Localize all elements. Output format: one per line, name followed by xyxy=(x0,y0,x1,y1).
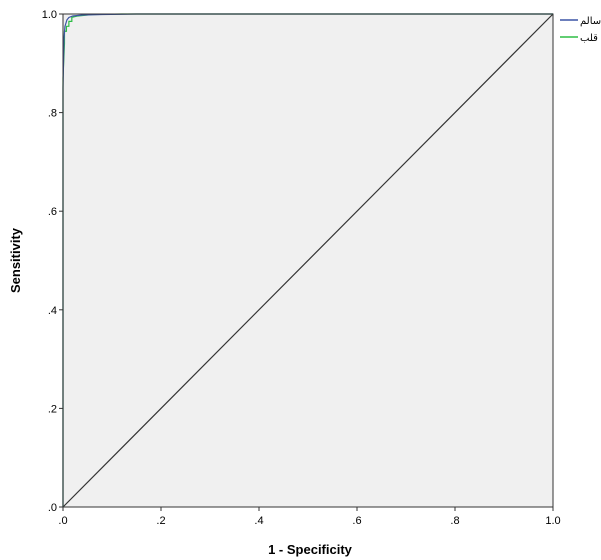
y-tick-label: .6 xyxy=(48,206,57,218)
y-tick-label: .4 xyxy=(48,305,57,317)
plot-frame xyxy=(62,13,554,508)
legend-label-healthy: سالم xyxy=(580,16,601,27)
x-tick-label: .8 xyxy=(450,515,459,527)
y-axis: .0 .2 .4 .6 .8 1.0 xyxy=(42,9,63,514)
x-tick-label: .2 xyxy=(156,515,165,527)
reference-diagonal xyxy=(62,13,554,508)
legend-label-heart: قلب xyxy=(580,33,598,44)
x-tick-label: .4 xyxy=(254,515,263,527)
y-tick-label: .8 xyxy=(48,108,57,120)
x-axis: .0 .2 .4 .6 .8 1.0 xyxy=(58,507,561,527)
y-tick-label: .0 xyxy=(48,502,57,514)
y-axis-title: Sensitivity xyxy=(8,227,23,293)
x-tick-label: .6 xyxy=(352,515,361,527)
x-tick-label: 1.0 xyxy=(545,515,560,527)
legend: سالم قلب xyxy=(560,16,601,44)
y-tick-label: 1.0 xyxy=(42,9,57,21)
x-axis-title: 1 - Specificity xyxy=(268,542,353,557)
x-tick-label: .0 xyxy=(58,515,67,527)
y-tick-label: .2 xyxy=(48,403,57,415)
